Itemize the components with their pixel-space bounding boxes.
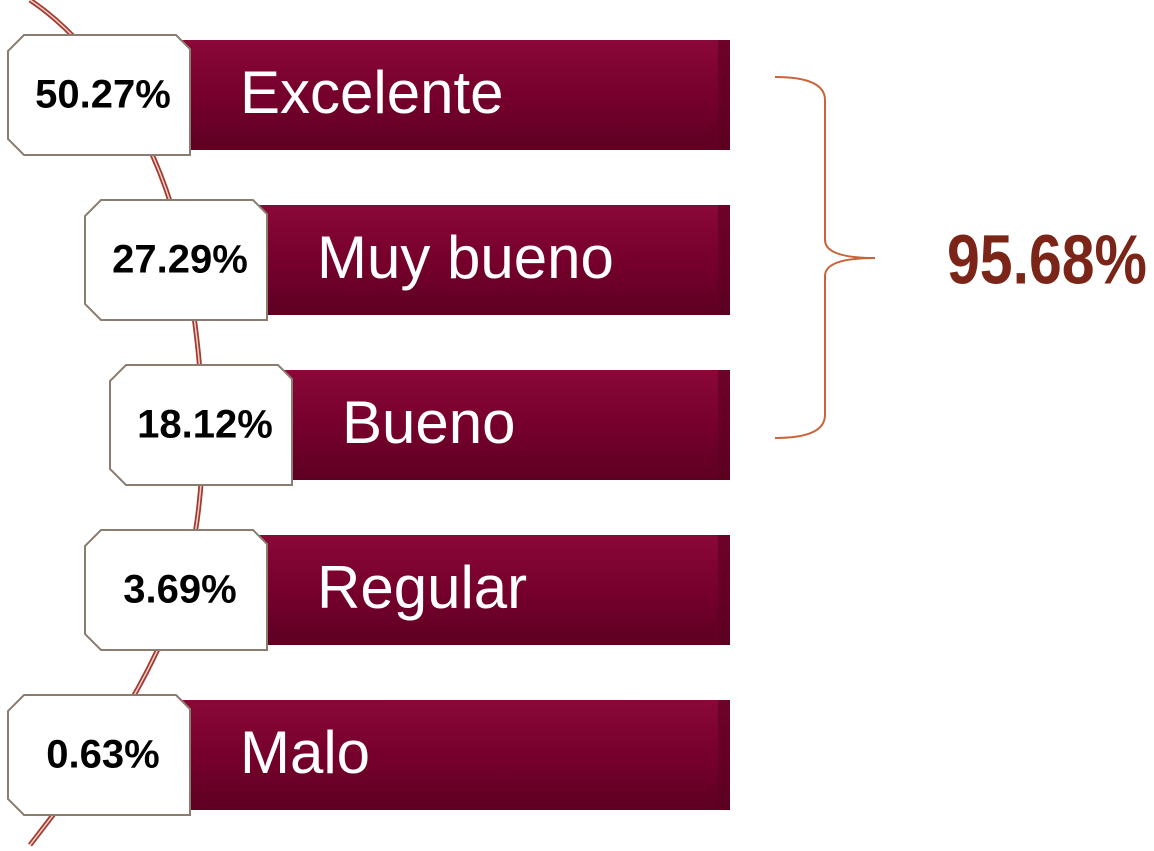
total: 95.68%: [947, 220, 1147, 298]
bracket: [774, 76, 876, 439]
category-label: Malo: [240, 719, 370, 786]
category-label: Muy bueno: [317, 224, 614, 291]
percent: 3.69%: [123, 568, 236, 612]
bar: [170, 40, 730, 150]
bar-edge: [718, 700, 730, 810]
percent: 18.12%: [137, 403, 273, 447]
bar: [247, 205, 730, 315]
percent: 27.29%: [112, 238, 248, 282]
percent-box: [84, 199, 268, 321]
bar: [272, 370, 730, 480]
percent: 0.63%: [46, 733, 159, 777]
category-label: Regular: [317, 554, 527, 621]
bar-edge: [718, 40, 730, 150]
percent-box: [7, 34, 191, 156]
category-label: Excelente: [240, 59, 504, 126]
bar: [247, 535, 730, 645]
percent-box: [84, 529, 268, 651]
bar-edge: [718, 370, 730, 480]
percent-box: [7, 694, 191, 816]
rows: 50.27% Excelente 27.29% Muy bueno 18.12% Buen…: [7, 34, 730, 816]
percent-box: [109, 364, 293, 486]
category-label: Bueno: [342, 389, 516, 456]
bar-edge: [718, 535, 730, 645]
bar-edge: [718, 205, 730, 315]
percent: 50.27%: [35, 73, 171, 117]
bar: [170, 700, 730, 810]
